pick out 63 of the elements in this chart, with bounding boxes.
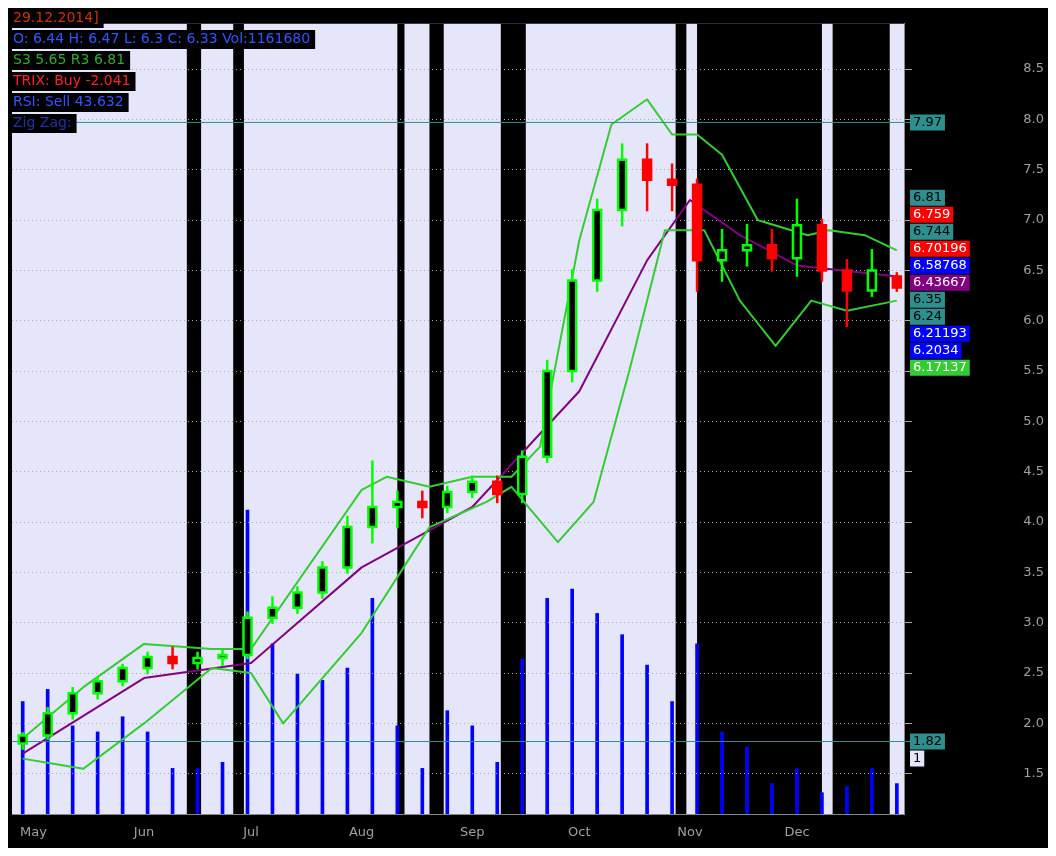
x-tick-label: Sep <box>460 824 485 840</box>
bar <box>770 783 774 814</box>
y-tick-label: 6.5 <box>1023 261 1044 277</box>
x-tick-label: Jun <box>132 824 155 840</box>
y-tick-label: 6.0 <box>1023 312 1044 328</box>
y-tick-label: 4.0 <box>1023 513 1044 529</box>
y-tick-label: 5.0 <box>1023 412 1044 428</box>
y-tick-label: 2.0 <box>1023 714 1044 730</box>
bar <box>520 658 525 814</box>
y-tick-label: 3.5 <box>1023 563 1044 579</box>
text: 6.58768 <box>913 257 967 273</box>
x-tick-label: Nov <box>677 824 703 840</box>
bar <box>445 710 450 814</box>
x-tick-label: Oct <box>568 824 591 840</box>
text: 6.81 <box>913 189 942 205</box>
ref-line-label: 1.82 <box>913 732 942 748</box>
chart-title: 29.12.2014] <box>13 8 99 25</box>
text: 6.35 <box>913 291 942 307</box>
bar <box>795 768 799 814</box>
y-tick-label: 7.5 <box>1023 161 1044 177</box>
annotation: S3 5.65 R3 6.81 <box>13 50 126 67</box>
text: 6.17137 <box>913 359 967 375</box>
y-tick-label: 3.0 <box>1023 614 1044 630</box>
text: 6.70196 <box>913 240 967 256</box>
bar <box>645 664 649 814</box>
y-tick-label: 8.0 <box>1023 110 1044 126</box>
text: 6.24 <box>913 308 942 324</box>
y-tick-label: 4.5 <box>1023 463 1044 479</box>
bar <box>695 643 699 814</box>
text: 6.43667 <box>913 274 967 290</box>
bar <box>720 731 724 814</box>
annotation: Zig Zag: <box>13 113 72 130</box>
bar <box>570 588 575 814</box>
x-tick-label: May <box>19 824 48 840</box>
y-tick-label: 5.5 <box>1023 362 1044 378</box>
annotation: O: 6.44 H: 6.47 L: 6.3 C: 6.33 Vol:1161680 <box>13 29 311 46</box>
bar <box>845 786 849 814</box>
annotation: RSI: Sell 43.632 <box>13 92 124 109</box>
y-tick-label: 7.0 <box>1023 211 1044 227</box>
bar <box>495 762 500 814</box>
bar <box>820 792 824 814</box>
y-tick-label: 2.5 <box>1023 664 1044 680</box>
text: 6.21193 <box>913 325 967 341</box>
bar <box>420 768 425 814</box>
x-tick-label: Dec <box>784 824 810 840</box>
text: 6.759 <box>913 206 951 222</box>
y-tick-label: 1.5 <box>1023 765 1044 781</box>
bar <box>870 768 874 814</box>
bar <box>595 613 599 814</box>
x-tick-label: Aug <box>348 824 375 840</box>
bar <box>670 701 674 814</box>
ref-line-label: 7.97 <box>913 113 942 129</box>
bar <box>620 634 624 814</box>
x-tick-label: Jul <box>242 824 259 840</box>
bar <box>545 597 550 814</box>
bar <box>745 746 749 814</box>
y-tick-label: 8.5 <box>1023 60 1044 76</box>
text: 6.744 <box>913 223 951 239</box>
bar <box>470 725 475 814</box>
text: 6.2034 <box>913 342 959 358</box>
bar <box>895 783 899 814</box>
text: 1 <box>913 749 922 765</box>
annotation: TRIX: Buy -2.041 <box>12 71 131 88</box>
